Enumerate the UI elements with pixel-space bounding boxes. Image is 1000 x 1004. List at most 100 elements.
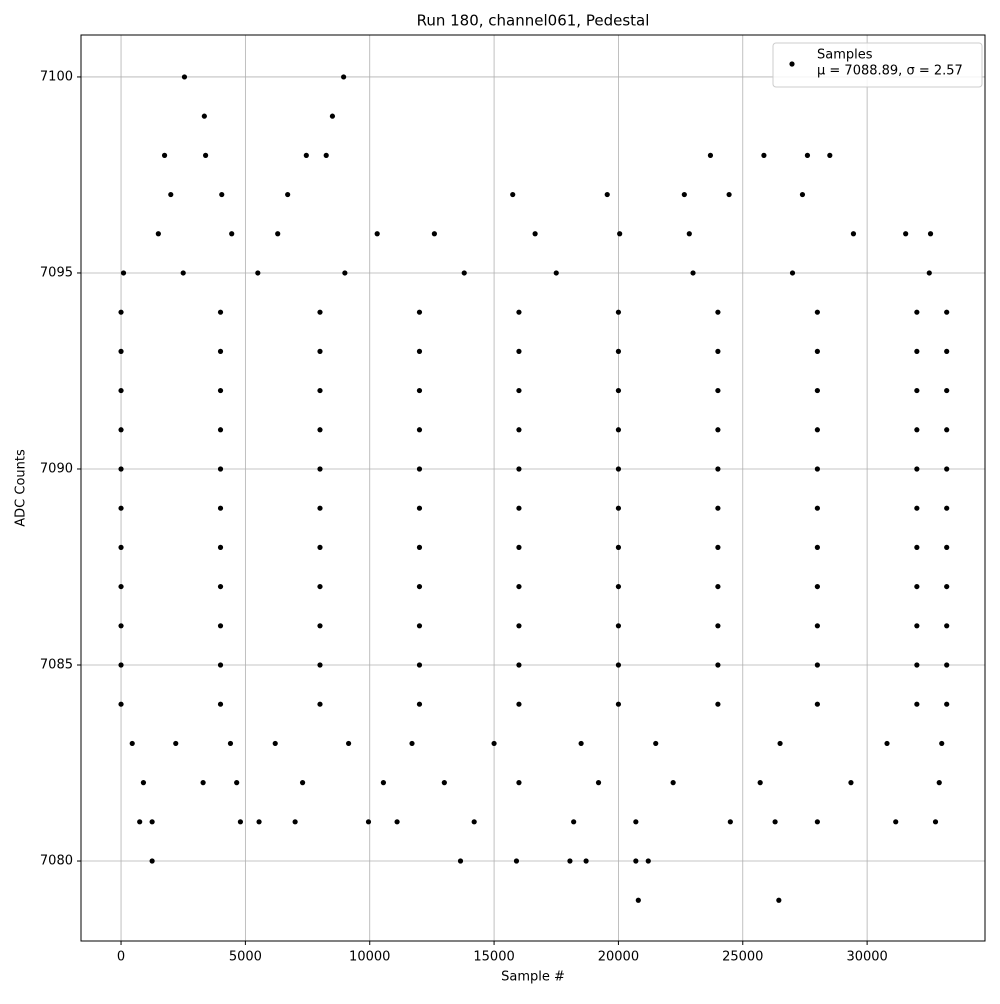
point [275, 231, 281, 237]
point [789, 270, 796, 276]
point [944, 309, 950, 315]
point [118, 427, 124, 433]
point [292, 819, 298, 825]
point [578, 740, 584, 747]
x-axis-label: Sample # [501, 970, 565, 985]
point [149, 819, 155, 825]
point [516, 662, 522, 668]
point [715, 505, 721, 511]
point [914, 701, 920, 707]
point [944, 387, 950, 394]
point [380, 780, 387, 786]
y-tick-label: 7090 [40, 461, 73, 476]
point [516, 427, 522, 433]
point [168, 191, 174, 198]
point [317, 505, 323, 511]
legend-label: Samples [817, 48, 873, 63]
point [200, 780, 206, 786]
y-tick-label: 7100 [40, 69, 73, 84]
point [118, 701, 124, 707]
x-tick-label: 20000 [598, 950, 639, 965]
point [329, 113, 336, 119]
point [516, 505, 522, 511]
point [237, 819, 244, 825]
point [516, 623, 522, 629]
point [615, 466, 622, 472]
point [217, 544, 224, 550]
point [217, 662, 224, 668]
legend-box [772, 42, 983, 88]
point [513, 858, 520, 864]
point [118, 583, 124, 590]
point [532, 231, 538, 237]
point [431, 231, 437, 237]
point [944, 427, 950, 433]
point [416, 544, 423, 550]
point [317, 348, 323, 354]
point [285, 191, 291, 198]
y-tick-label: 7085 [40, 658, 73, 673]
point [776, 897, 782, 903]
point [416, 662, 423, 668]
point [129, 740, 135, 747]
legend-marker [789, 61, 795, 67]
point [409, 740, 415, 747]
point [567, 858, 573, 864]
point [374, 231, 380, 237]
point [118, 544, 124, 550]
point [914, 505, 920, 511]
point [707, 152, 714, 158]
point [118, 505, 124, 511]
point [936, 780, 942, 786]
point [553, 270, 559, 276]
point [457, 858, 464, 864]
point [323, 152, 329, 158]
point [814, 544, 820, 550]
point [615, 348, 622, 354]
point [317, 701, 323, 707]
point [944, 466, 950, 472]
x-tick-label: 10000 [349, 950, 390, 965]
point [341, 74, 347, 80]
point [149, 858, 155, 864]
point [884, 740, 890, 747]
point [939, 740, 945, 747]
point [595, 780, 602, 786]
point [161, 152, 168, 158]
point [219, 191, 225, 198]
chart-title: Run 180, channel061, Pedestal [417, 12, 650, 30]
point [914, 348, 920, 354]
point [926, 270, 932, 276]
point [914, 466, 920, 472]
point [416, 505, 423, 511]
point [914, 309, 920, 315]
y-tick-label: 7095 [40, 265, 73, 280]
point [615, 387, 622, 394]
point [814, 662, 820, 668]
point [234, 780, 240, 786]
point [317, 544, 323, 550]
point [416, 387, 423, 394]
point [814, 427, 820, 433]
point [893, 819, 899, 825]
point [217, 387, 224, 394]
point [229, 231, 235, 237]
point [202, 152, 209, 158]
point [615, 309, 622, 315]
point [571, 819, 577, 825]
point [155, 231, 161, 237]
point [944, 505, 950, 511]
x-tick-label: 25000 [722, 950, 763, 965]
point [217, 505, 224, 511]
point [715, 348, 721, 354]
point [615, 583, 622, 590]
point [118, 309, 124, 315]
point [510, 191, 516, 198]
point [686, 231, 692, 237]
point [715, 701, 721, 707]
point [416, 583, 423, 590]
point [140, 780, 147, 786]
point [827, 152, 833, 158]
